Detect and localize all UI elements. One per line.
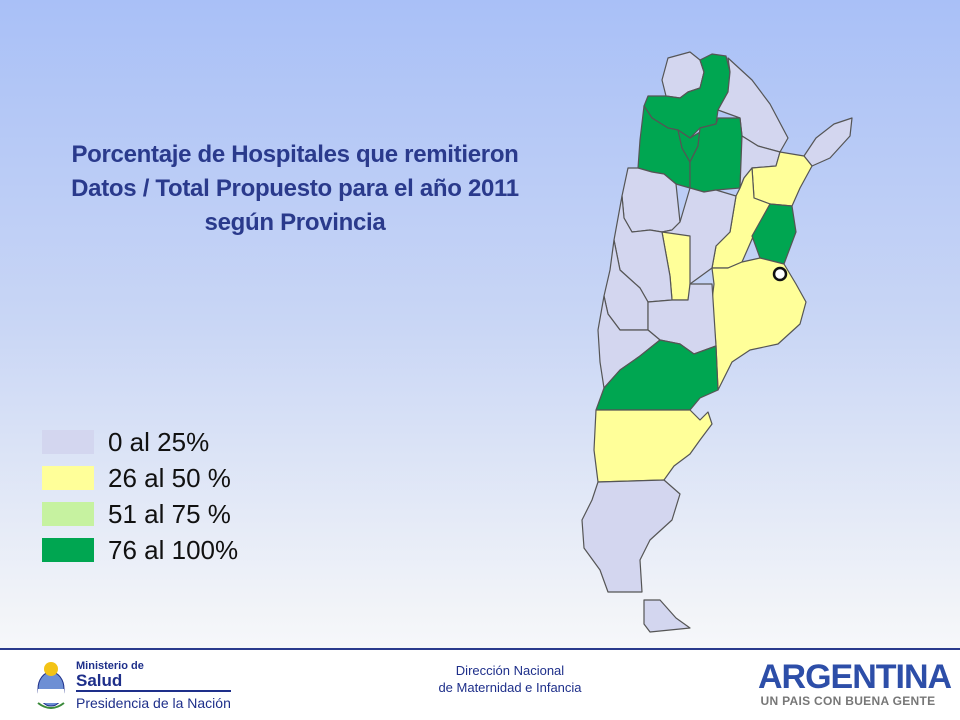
province-buenos-aires: [711, 257, 807, 391]
legend-swatch-51-75: [42, 502, 94, 526]
caba-marker: [772, 266, 788, 282]
legend-swatch-26-50: [42, 466, 94, 490]
province-rio-negro: [595, 339, 719, 411]
province-chubut: [593, 409, 713, 483]
legend: 0 al 25% 26 al 50 % 51 al 75 % 76 al 100…: [42, 424, 238, 568]
brand-line-1: ARGENTINA: [758, 658, 952, 696]
ministry-line-1: Ministerio de: [76, 660, 144, 672]
ministry-line-3: Presidencia de la Nación: [76, 690, 231, 712]
legend-item-0-25: 0 al 25%: [42, 424, 238, 460]
legend-label-51-75: 51 al 75 %: [108, 498, 231, 529]
direction-line-1: Dirección Nacional: [455, 663, 565, 678]
direction-name: Dirección Nacional de Maternidad e Infan…: [380, 662, 640, 696]
argentina-province-map: [581, 51, 853, 633]
legend-label-76-100: 76 al 100%: [108, 534, 239, 565]
brand-line-2: UN PAIS CON BUENA GENTE: [760, 694, 936, 708]
province-santa-cruz: [581, 479, 681, 593]
legend-swatch-76-100: [42, 538, 94, 562]
footer: Ministerio de Salud Presidencia de la Na…: [0, 650, 960, 720]
legend-label-26-50: 26 al 50 %: [108, 462, 231, 493]
national-coat-of-arms-icon: [37, 662, 65, 709]
title-line-1: Porcentaje de Hospitales que remitieron: [71, 141, 519, 168]
legend-label-0-25: 0 al 25%: [108, 426, 210, 457]
legend-item-51-75: 51 al 75 %: [42, 496, 238, 532]
province-misiones: [803, 117, 853, 167]
legend-swatch-0-25: [42, 430, 94, 454]
legend-item-76-100: 76 al 100%: [42, 532, 238, 568]
province-tierra-del-fuego: [643, 599, 691, 633]
map-title: Porcentaje de Hospitales que remitieron …: [20, 138, 570, 240]
direction-line-2: de Maternidad e Infancia: [438, 680, 582, 695]
title-line-3: según Provincia: [204, 209, 386, 236]
title-line-2: Datos / Total Propuesto para el año 2011: [71, 175, 519, 202]
province-santiago-del-estero: [689, 117, 743, 193]
ministry-line-2: Salud: [76, 671, 123, 690]
ministry-logo: Ministerio de Salud Presidencia de la Na…: [34, 658, 231, 714]
footer-divider: [0, 648, 960, 650]
legend-item-26-50: 26 al 50 %: [42, 460, 238, 496]
argentina-brand-logo: ARGENTINA UN PAIS CON BUENA GENTE: [758, 658, 952, 708]
